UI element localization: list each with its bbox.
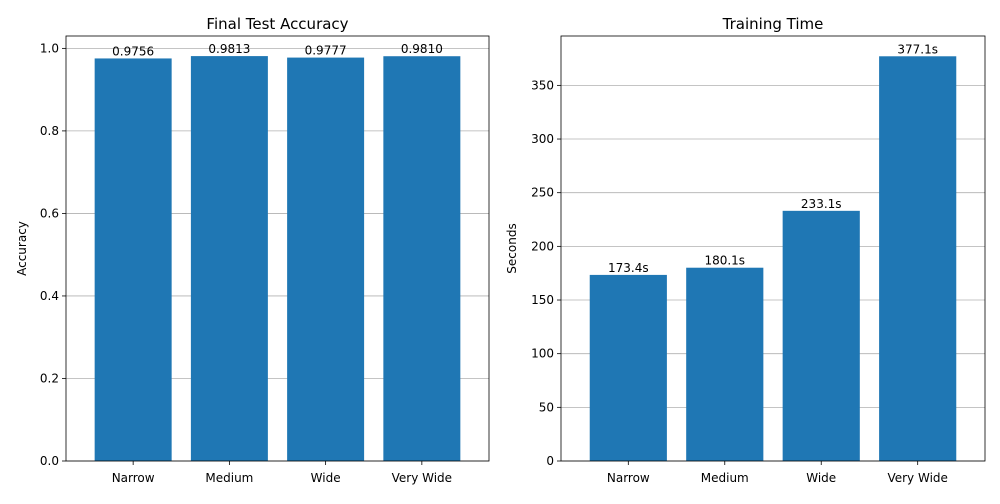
x-tick-label: Very Wide	[887, 471, 947, 485]
bar	[287, 57, 365, 461]
bar-value-label: 180.1s	[704, 254, 745, 268]
bar-value-label: 233.1s	[801, 197, 842, 211]
bar	[879, 56, 957, 462]
y-tick-label: 150	[531, 293, 554, 307]
bar	[94, 58, 172, 462]
x-tick-label: Wide	[311, 471, 341, 485]
x-tick-label: Very Wide	[392, 471, 452, 485]
chart-panel-2: 0 50 100 150 200 250 300 350 173.4s Narrow 180.1s M…	[505, 15, 986, 485]
y-tick-label: 200	[531, 239, 554, 253]
y-axis-label: Seconds	[505, 223, 519, 273]
x-tick-label: Medium	[205, 471, 253, 485]
y-tick-label: 300	[531, 132, 554, 146]
y-axis-label: Accuracy	[15, 221, 29, 276]
bar	[190, 56, 268, 461]
y-tick-label: 0.6	[40, 206, 59, 220]
chart-title: Training Time	[722, 15, 824, 33]
chart-title: Final Test Accuracy	[206, 15, 348, 33]
bar	[383, 56, 461, 461]
y-tick-label: 1.0	[40, 41, 59, 55]
x-tick-label: Wide	[806, 471, 836, 485]
bar-value-label: 0.9777	[305, 44, 347, 58]
y-tick-label: 0.2	[40, 371, 59, 385]
axes-frame	[65, 35, 490, 462]
bar-value-label: 377.1s	[897, 42, 938, 56]
bar-value-label: 173.4s	[608, 261, 649, 275]
axes-frame	[560, 35, 986, 462]
bar	[782, 210, 860, 461]
y-tick-label: 0	[546, 454, 554, 468]
y-tick-label: 0.0	[40, 454, 59, 468]
bar-value-label: 0.9756	[112, 44, 154, 58]
x-tick-label: Narrow	[607, 471, 650, 485]
bar	[686, 267, 764, 461]
bar-value-label: 0.9813	[208, 42, 250, 56]
y-tick-label: 100	[531, 347, 554, 361]
bar-value-label: 0.9810	[401, 42, 443, 56]
y-tick-label: 50	[539, 400, 554, 414]
y-tick-label: 0.8	[40, 124, 59, 138]
x-tick-label: Medium	[701, 471, 749, 485]
y-tick-label: 250	[531, 186, 554, 200]
y-tick-label: 350	[531, 78, 554, 92]
y-tick-label: 0.4	[40, 289, 59, 303]
x-tick-label: Narrow	[112, 471, 155, 485]
chart-panel-1: 0.0 0.2 0.4 0.6 0.8 1.0 0.9756 Narrow 0.9813 Medi…	[15, 15, 490, 485]
bar	[589, 274, 667, 461]
